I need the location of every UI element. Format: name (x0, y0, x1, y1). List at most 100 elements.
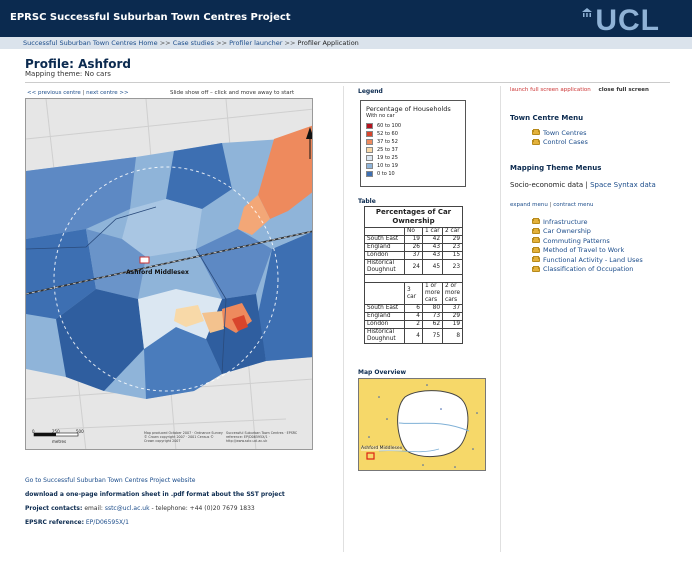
menu-item-label: Commuting Patterns (543, 236, 610, 245)
table-cell: 73 (421, 312, 444, 321)
overview-heading: Map Overview (358, 369, 407, 376)
legend-swatch (366, 155, 373, 161)
table-cell: 43 (421, 243, 444, 252)
fullscreen-controls: launch full screen application close ful… (510, 87, 649, 93)
email-link[interactable]: sstc@ucl.ac.uk (104, 505, 150, 512)
map-canvas (26, 99, 312, 449)
ucl-logo: UCL (595, 4, 660, 37)
menu-item-label: Classification of Occupation (543, 265, 634, 274)
menu-item[interactable]: Infrastructure (532, 217, 643, 227)
launch-full-screen-link[interactable]: launch full screen application (510, 87, 591, 93)
folder-icon (532, 237, 540, 244)
title-divider (25, 82, 670, 83)
table-column-header: 2 car (442, 227, 464, 236)
legend-label: 52 to 60 (377, 131, 398, 137)
menu-item[interactable]: Town Centres (532, 128, 588, 138)
table-row-label: London (364, 251, 405, 260)
menu-item[interactable]: Functional Activity - Land Uses (532, 255, 643, 265)
menu-item[interactable]: Method of Travel to Work (532, 246, 643, 256)
legend-item: 25 to 37 (366, 146, 460, 154)
menu-item[interactable]: Classification of Occupation (532, 265, 643, 275)
car-ownership-table: Percentages of Car Ownership No 1 car 2 ca… (363, 206, 464, 344)
socio-economic-data-link[interactable]: Socio-economic data (510, 181, 584, 189)
menu-item-label: Control Cases (543, 138, 588, 147)
table-cell: 19 (404, 235, 423, 244)
map-overview[interactable]: Ashford Middlesex (358, 378, 486, 471)
table-cell: 26 (404, 243, 423, 252)
folder-icon (532, 256, 540, 263)
nav-divider: | (82, 90, 85, 96)
mapping-theme-menu: Infrastructure Car Ownership Commuting Pat… (532, 217, 643, 274)
legend-item: 19 to 25 (366, 154, 460, 162)
table-cell: 19 (442, 320, 464, 329)
table-row: London 2 62 19 (364, 320, 464, 329)
project-contacts: Project contacts: email: sstc@ucl.ac.uk … (25, 505, 255, 512)
table-header-row: 3 car 1 or more cars 2 or more cars (364, 282, 464, 305)
legend-swatch (366, 147, 373, 153)
table-column-header: 2 or more cars (442, 282, 464, 305)
close-full-screen-link[interactable]: close full screen (598, 87, 649, 93)
breadcrumb-profiler-launcher-link[interactable]: Profiler launcher (229, 39, 283, 47)
menu-item[interactable]: Car Ownership (532, 227, 643, 237)
table-heading: Table (358, 198, 376, 205)
folder-icon (532, 218, 540, 225)
legend-heading: Legend (358, 88, 383, 95)
table-cell: 15 (442, 251, 464, 260)
legend-label: 19 to 25 (377, 155, 398, 161)
table-row: South East 19 42 29 (364, 235, 464, 244)
breadcrumb-case-studies-link[interactable]: Case studies (172, 39, 215, 47)
download-info-sheet-link[interactable]: download a one-page information sheet in… (25, 491, 285, 498)
table-cell: 4 (404, 328, 423, 344)
menu-item[interactable]: Control Cases (532, 138, 588, 148)
table-row: England 26 43 23 (364, 243, 464, 252)
previous-centre-link[interactable]: << previous centre (27, 90, 81, 96)
table-cell: 75 (421, 328, 444, 344)
legend-panel: Percentage of Households With no car 60 … (360, 100, 466, 187)
menu-item[interactable]: Commuting Patterns (532, 236, 643, 246)
legend-title: Percentage of Households (366, 105, 451, 113)
contract-menu-link[interactable]: contract menu (553, 202, 594, 208)
table-cell: 43 (421, 251, 444, 260)
table-cell: 42 (421, 235, 444, 244)
legend-item: 52 to 60 (366, 130, 460, 138)
contacts-label: Project contacts: (25, 505, 83, 512)
choropleth-map[interactable]: Ashford Middlesex 0 250 500 metres Map p… (25, 98, 313, 450)
website-link[interactable]: Go to Successful Suburban Town Centres P… (25, 477, 196, 484)
table-column-header: 1 or more cars (421, 282, 444, 305)
table-cell: 23 (442, 243, 464, 252)
legend-swatch (366, 163, 373, 169)
legend-swatch (366, 131, 373, 137)
folder-icon (532, 265, 540, 272)
table-header-row: No 1 car 2 car (364, 227, 464, 236)
table-caption: Percentages of Car Ownership (363, 206, 464, 228)
scale-label-0: 0 (32, 429, 35, 434)
table-row-label: London (364, 320, 405, 329)
table-cell: 24 (404, 259, 423, 275)
column-divider (343, 86, 344, 552)
column-divider (500, 86, 501, 552)
table-column-header: 1 car (421, 227, 444, 236)
mapping-theme-label: Mapping theme: No cars (25, 70, 111, 78)
menu-item-label: Infrastructure (543, 217, 588, 226)
scale-unit: metres (52, 439, 67, 444)
next-centre-link[interactable]: next centre >> (86, 90, 129, 96)
table-cell: 45 (421, 259, 444, 275)
scale-label-500: 500 (76, 429, 84, 434)
table-column-header: No (404, 227, 423, 236)
legend-swatch (366, 123, 373, 129)
breadcrumb-separator: >> (216, 39, 228, 47)
table-cell: 37 (442, 304, 464, 313)
slideshow-toggle[interactable]: Slide show off – click and move away to … (170, 90, 295, 96)
table-cell: 6 (404, 304, 423, 313)
legend-item: 37 to 52 (366, 138, 460, 146)
folder-icon (532, 227, 540, 234)
space-syntax-data-link[interactable]: Space Syntax data (590, 181, 656, 189)
map-credit-left: Map produced October 2007 · Ordnance Sur… (144, 431, 223, 443)
table-row: England 4 73 29 (364, 312, 464, 321)
legend-label: 60 to 100 (377, 123, 402, 129)
table-row-label: Historical Doughnut (364, 328, 405, 344)
breadcrumb-home-link[interactable]: Successful Suburban Town Centres Home (23, 39, 158, 47)
table-column-header: 3 car (404, 282, 423, 305)
epsrc-reference-link[interactable]: EP/D06595X/1 (85, 519, 129, 526)
expand-menu-link[interactable]: expand menu (510, 202, 548, 208)
